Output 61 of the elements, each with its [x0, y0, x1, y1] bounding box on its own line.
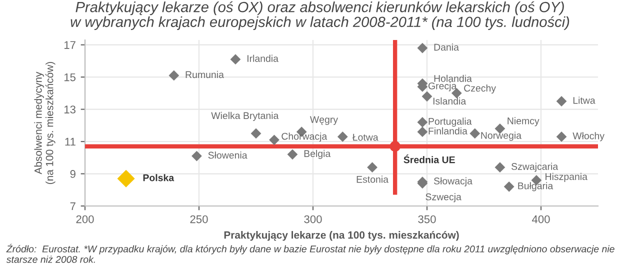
- series-label: Niemcy: [508, 117, 540, 126]
- series-label: Łotwa: [352, 134, 378, 141]
- series-label: Średnia UE: [404, 154, 455, 164]
- series-label: Irlandia: [247, 54, 278, 62]
- y-axis-title: Absolwenci medycyny (na 100 tys. mieszkańców): [34, 62, 56, 184]
- series-label: Szwajcaria: [512, 162, 558, 172]
- series-label: Dania: [434, 44, 459, 51]
- series-label: Wielka Brytania: [211, 112, 279, 121]
- point: [390, 140, 400, 152]
- point: [230, 54, 241, 65]
- y-tick-label: 9: [70, 170, 76, 178]
- point: [556, 132, 567, 142]
- series-label: Islandia: [433, 97, 466, 105]
- point: [337, 132, 348, 142]
- point: [250, 128, 262, 139]
- point: [494, 162, 506, 173]
- y-tick-label: 7: [70, 202, 76, 210]
- series-label: Czechy: [464, 84, 496, 94]
- series-label: Polska: [143, 174, 174, 182]
- x-tick-label: 300: [304, 215, 322, 224]
- y-tick-label: 11: [65, 138, 76, 146]
- series-label: Bułgaria: [518, 182, 554, 192]
- point: [168, 70, 180, 81]
- series-label: Litwa: [573, 96, 596, 104]
- series-label: Włochy: [572, 132, 604, 142]
- series-label: Holandia: [434, 74, 472, 82]
- x-tick-label: 250: [190, 215, 208, 224]
- point: [417, 42, 428, 54]
- point: [422, 91, 432, 102]
- point: [367, 162, 378, 173]
- series-label: Hiszpania: [546, 172, 588, 182]
- series-label: Grecja: [428, 82, 457, 92]
- y-tick-label: 17: [64, 41, 76, 49]
- point: [417, 116, 428, 128]
- point: [556, 96, 567, 106]
- series-label: Chorwacja: [282, 132, 328, 142]
- series-label: Słowacja: [434, 177, 472, 186]
- point: [287, 149, 298, 160]
- y-tick-label: 13: [64, 106, 76, 114]
- series-label: Szwecja: [426, 193, 462, 202]
- series-label: Belgia: [304, 150, 331, 159]
- series-label: Węgry: [310, 116, 338, 125]
- series-label: Słowenia: [208, 152, 248, 159]
- point: [192, 150, 202, 162]
- x-tick-label: 200: [76, 215, 94, 224]
- x-tick-label: 400: [532, 215, 550, 224]
- series-label: Finlandia: [428, 127, 468, 134]
- chart-title: Praktykujący lekarze (oś OX) oraz absolwenci kierunków lekarskich (oś OY) w wybranych krajach europejskich w latach 2008-2011* (na 100 tys. ludności): [70, 1, 570, 30]
- point: [269, 134, 280, 146]
- series-label: Norwegia: [481, 132, 522, 141]
- point: [470, 128, 480, 139]
- x-tick-label: 350: [418, 215, 436, 224]
- point: [417, 126, 428, 138]
- series-label: Rumunia: [186, 70, 224, 78]
- series-label: Portugalia: [428, 118, 472, 127]
- point: [504, 181, 514, 192]
- x-axis-title: Praktykujący lekarze (na 100 tys. mieszkańców): [224, 230, 459, 241]
- y-tick-label: 15: [64, 73, 76, 82]
- series-label: Estonia: [356, 176, 388, 183]
- point: [117, 170, 135, 188]
- text: Źródło: Eurostat. *W przypadku krajów, dla których były dane w bazie Eurostat nie były dostępne dla roku 2011 uwzględniono obserwacje nie starsze niż 2008 rok.: [6, 244, 614, 263]
